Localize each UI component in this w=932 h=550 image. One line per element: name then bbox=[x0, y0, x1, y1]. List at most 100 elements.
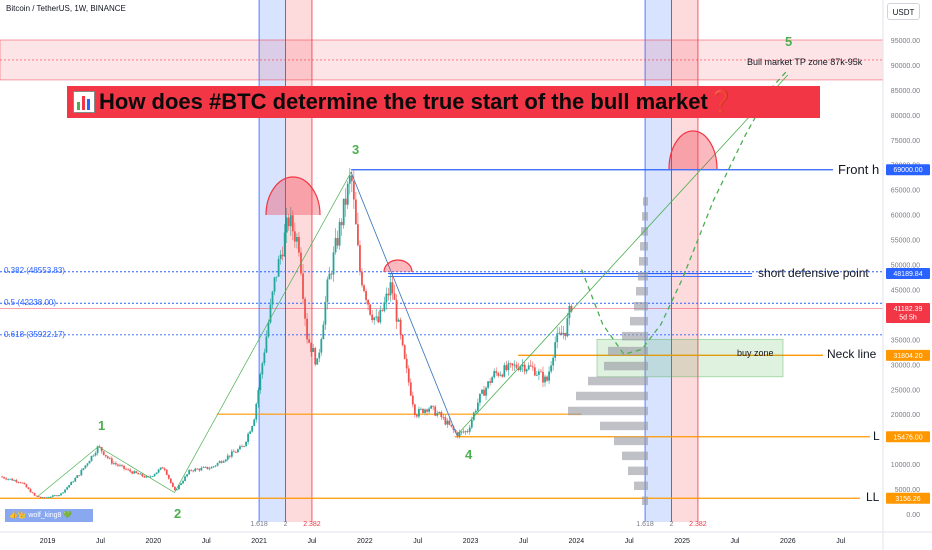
candle-body-109 bbox=[222, 461, 225, 463]
candle-body-76 bbox=[155, 472, 158, 475]
candle-body-255 bbox=[519, 366, 522, 371]
candle-body-55 bbox=[112, 463, 115, 464]
candle-body-44 bbox=[90, 455, 93, 462]
candle-body-62 bbox=[127, 469, 130, 471]
front-high-label: Front h bbox=[838, 162, 880, 177]
candle-body-5 bbox=[11, 478, 14, 481]
candle-body-214 bbox=[436, 413, 439, 416]
candle-body-166 bbox=[338, 222, 341, 246]
candle-body-11 bbox=[23, 482, 26, 485]
candle-body-196 bbox=[399, 319, 402, 335]
candle-body-208 bbox=[424, 409, 426, 413]
candle-body-241 bbox=[491, 377, 494, 383]
top-arc-2 bbox=[383, 259, 413, 273]
candle-body-238 bbox=[485, 387, 487, 396]
candle-body-35 bbox=[72, 481, 75, 483]
candle-body-273 bbox=[556, 333, 559, 343]
x-tick-label-14: 2026 bbox=[780, 538, 796, 545]
candle-body-114 bbox=[232, 451, 235, 453]
candle-body-234 bbox=[477, 402, 479, 411]
candle-body-59 bbox=[121, 465, 123, 467]
candle-body-25 bbox=[51, 495, 54, 497]
candle-body-252 bbox=[513, 364, 516, 366]
candle-body-229 bbox=[466, 431, 469, 433]
volume-profile-bar-2 bbox=[628, 466, 648, 476]
candle-body-66 bbox=[135, 471, 138, 474]
candle-body-135 bbox=[275, 276, 278, 278]
candle-body-107 bbox=[218, 461, 221, 464]
candle-body-259 bbox=[527, 365, 530, 370]
volume-profile-bar-4 bbox=[614, 436, 648, 446]
level-tag-1 bbox=[886, 268, 930, 280]
y-tick-label-0: 95000.00 bbox=[891, 38, 920, 45]
candle-body-10 bbox=[21, 482, 24, 484]
candle-body-160 bbox=[326, 279, 329, 302]
candle-body-249 bbox=[507, 363, 510, 371]
y-tick-label-4: 75000.00 bbox=[891, 138, 920, 145]
candle-body-58 bbox=[119, 465, 121, 467]
candle-body-239 bbox=[487, 381, 489, 388]
candle-body-200 bbox=[407, 368, 410, 383]
candle-body-64 bbox=[131, 471, 134, 474]
bull-projection-line bbox=[456, 74, 789, 436]
candle-body-207 bbox=[422, 408, 424, 413]
volume-profile-bar-10 bbox=[608, 346, 648, 356]
candle-body-111 bbox=[226, 455, 229, 460]
candle-body-256 bbox=[521, 364, 524, 367]
candle-body-211 bbox=[430, 405, 433, 409]
candle-body-209 bbox=[426, 409, 428, 412]
low-label: L bbox=[873, 429, 880, 443]
y-tick-label-1: 90000.00 bbox=[891, 63, 920, 70]
candle-body-61 bbox=[125, 468, 127, 470]
candle-body-218 bbox=[444, 417, 447, 425]
buy-zone-box bbox=[596, 338, 784, 378]
neck-line-label: Neck line bbox=[827, 347, 877, 361]
currency-button[interactable]: USDT bbox=[887, 3, 920, 20]
candle-body-125 bbox=[255, 403, 258, 420]
candle-body-104 bbox=[212, 466, 215, 468]
candle-body-227 bbox=[462, 431, 465, 433]
tp-zone-label: Bull market TP zone 87k-95k bbox=[747, 57, 863, 67]
wave-label-1: 1 bbox=[98, 418, 106, 433]
candle-body-12 bbox=[25, 484, 28, 488]
buy-zone-label: buy zone bbox=[737, 348, 774, 358]
volume-profile-bar-12 bbox=[630, 316, 648, 326]
candle-body-216 bbox=[440, 412, 443, 417]
x-tick-label-0: 2019 bbox=[40, 538, 56, 545]
candle-body-127 bbox=[259, 374, 262, 391]
volume-profile-bar-5 bbox=[600, 421, 648, 431]
level-tag-text-1: 48189.84 bbox=[893, 271, 922, 278]
x-tick-label-15: Jul bbox=[836, 538, 845, 545]
candle-body-228 bbox=[464, 431, 467, 433]
candle-body-274 bbox=[558, 332, 561, 334]
y-tick-label-3: 80000.00 bbox=[891, 113, 920, 120]
candle-body-0 bbox=[1, 476, 3, 478]
candle-body-242 bbox=[493, 371, 496, 378]
candle-body-244 bbox=[497, 372, 500, 376]
candle-body-164 bbox=[334, 238, 337, 253]
candle-body-32 bbox=[66, 487, 69, 490]
y-tick-label-15: 20000.00 bbox=[891, 412, 920, 419]
candle-body-83 bbox=[169, 478, 172, 483]
candle-body-39 bbox=[80, 470, 83, 476]
candle-body-122 bbox=[249, 431, 252, 434]
fib-label-0382: 0.382 (48553.83) bbox=[4, 266, 65, 275]
candle-body-70 bbox=[143, 476, 146, 478]
candle-body-50 bbox=[102, 451, 105, 456]
candle-body-260 bbox=[529, 365, 532, 367]
fib-label-0618: 0.618 (35922.17) bbox=[4, 330, 65, 339]
candle-body-106 bbox=[216, 463, 219, 466]
candle-body-180 bbox=[367, 299, 369, 305]
candle-body-173 bbox=[352, 181, 355, 200]
candle-body-57 bbox=[117, 464, 119, 466]
y-tick-label-10: 45000.00 bbox=[891, 287, 920, 294]
candle-body-130 bbox=[265, 336, 268, 353]
candle-body-159 bbox=[324, 301, 327, 325]
volume-profile-bar-6 bbox=[568, 406, 648, 416]
wave-3-4-line bbox=[350, 172, 458, 436]
candle-body-94 bbox=[192, 470, 195, 472]
candle-body-27 bbox=[56, 495, 58, 497]
candle-body-226 bbox=[460, 431, 463, 433]
candle-body-169 bbox=[344, 198, 347, 205]
